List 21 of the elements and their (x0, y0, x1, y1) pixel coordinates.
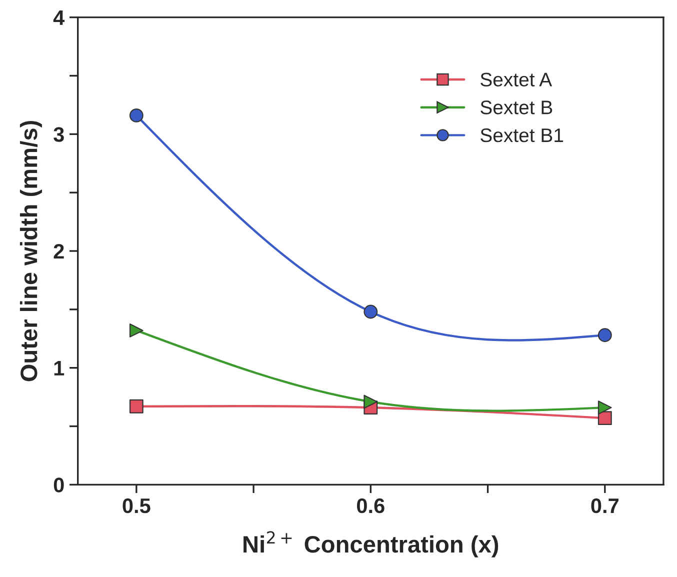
x-tick-label: 0.5 (122, 498, 150, 514)
x-tick-label: 0.6 (357, 498, 384, 514)
point (598, 411, 612, 426)
point (129, 108, 144, 122)
y-tick-label: 2 (54, 244, 64, 259)
point (129, 399, 144, 414)
legend-label: Sextet A (480, 72, 552, 86)
point (364, 304, 378, 319)
y-tick-label: 3 (54, 127, 64, 142)
x-axis-title: Ni$^{2+}$ Concentration (x) (244, 531, 498, 558)
y-tick-label: 4 (53, 10, 65, 25)
point (129, 323, 144, 338)
point (364, 394, 378, 409)
point (598, 328, 612, 342)
legend-label: Sextet B1 (480, 128, 564, 142)
y-tick-label: 1 (54, 361, 64, 376)
y-tick-label: 0 (54, 478, 64, 492)
x-tick-label: 0.7 (591, 498, 618, 514)
legend-label: Sextet B (480, 100, 552, 114)
point (598, 400, 612, 415)
y-axis-title: Outer line width (mm/s) (20, 120, 42, 382)
